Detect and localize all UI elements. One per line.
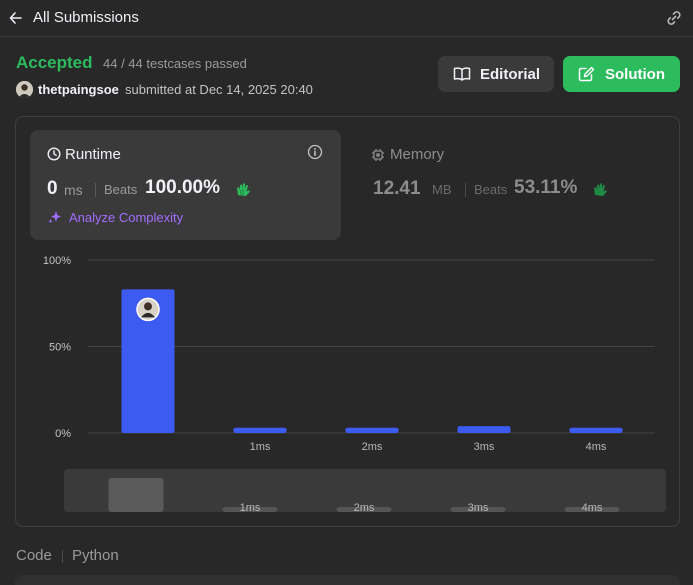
info-icon[interactable] — [307, 144, 323, 160]
runtime-beats-label: Beats — [104, 182, 138, 197]
bar-1ms[interactable] — [233, 427, 287, 433]
brush-bar — [108, 478, 164, 512]
clock-icon — [47, 147, 61, 161]
page-title[interactable]: All Submissions — [33, 9, 139, 26]
runtime-card[interactable] — [30, 130, 341, 240]
divider — [95, 183, 96, 197]
memory-value: 12.41 — [373, 178, 421, 199]
brush-bar — [222, 507, 278, 512]
memory-beats-label: Beats — [474, 182, 508, 197]
memory-unit: MB — [432, 182, 452, 197]
avatar[interactable] — [16, 81, 33, 98]
y-tick-label: 100% — [43, 255, 71, 267]
bar-3ms[interactable] — [457, 426, 511, 433]
avatar-body — [141, 312, 155, 318]
brush-tick-label: 1ms — [240, 502, 261, 512]
divider — [465, 183, 466, 197]
runtime-beats-percent: 100.00% — [145, 177, 221, 198]
editorial-label: Editorial — [480, 66, 541, 83]
runtime-value: 0 — [47, 178, 58, 199]
top-bar: All Submissions — [0, 0, 693, 37]
submitted-timestamp: submitted at Dec 14, 2025 20:40 — [125, 82, 313, 97]
divider — [62, 550, 63, 563]
sparkle-icon — [48, 211, 61, 224]
chart-range-brush[interactable] — [64, 469, 666, 512]
performance-panel — [15, 116, 680, 527]
brush-tick-label: 2ms — [354, 502, 375, 512]
arrow-left-icon[interactable] — [8, 9, 24, 27]
runtime-distribution-chart[interactable]: 0% 50% 100% 1ms 2ms 3ms 4ms — [0, 250, 693, 460]
y-tick-label: 0% — [55, 428, 71, 440]
solution-button[interactable]: Solution — [563, 56, 680, 92]
avatar-image — [16, 81, 33, 98]
code-editor[interactable] — [15, 575, 680, 585]
x-tick-label: 4ms — [586, 441, 607, 453]
runtime-unit: ms — [64, 182, 83, 198]
brush-bar — [564, 507, 620, 512]
x-tick-label: 3ms — [474, 441, 495, 453]
x-tick-label: 2ms — [362, 441, 383, 453]
y-tick-label: 50% — [49, 342, 71, 354]
code-label: Code — [16, 547, 52, 564]
memory-label[interactable]: Memory — [390, 146, 445, 163]
analyze-complexity-link[interactable]: Analyze Complexity — [69, 210, 184, 225]
memory-beats-percent: 53.11% — [514, 177, 578, 198]
testcases-passed: 44 / 44 testcases passed — [103, 56, 247, 71]
username-link[interactable]: thetpaingsoe — [38, 82, 119, 97]
brush-tick-label: 4ms — [582, 502, 603, 512]
brush-preview[interactable]: 1ms 2ms 3ms 4ms — [64, 469, 666, 512]
editorial-button[interactable]: Editorial — [438, 56, 554, 92]
brush-bar — [450, 507, 506, 512]
avatar-head — [144, 302, 152, 311]
book-open-icon — [453, 67, 471, 81]
runtime-label: Runtime — [65, 146, 121, 163]
bar-2ms[interactable] — [345, 427, 399, 433]
x-tick-label: 1ms — [250, 441, 271, 453]
link-icon[interactable] — [664, 9, 684, 27]
brush-tick-label: 3ms — [468, 502, 489, 512]
clapping-hands-icon — [237, 183, 250, 196]
bar-0ms[interactable] — [121, 289, 175, 433]
brush-bar — [336, 507, 392, 512]
bar-4ms[interactable] — [569, 427, 623, 433]
status-accepted: Accepted — [16, 53, 93, 72]
memory-chip-icon — [372, 149, 384, 161]
solution-label: Solution — [605, 66, 665, 83]
edit-icon — [578, 66, 595, 82]
code-language: Python — [72, 547, 119, 564]
clapping-hands-icon — [594, 183, 607, 196]
